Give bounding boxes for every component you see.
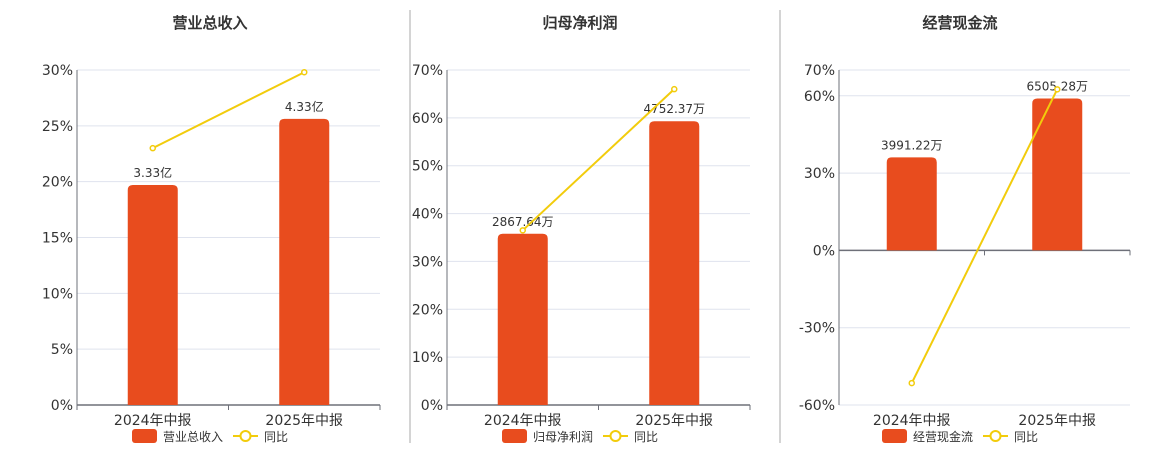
x-category-label: 2024年中报 bbox=[873, 413, 951, 429]
chart-2: 归母净利润 0% 10% 20% 30% 40% 50% 60% 70% 2867.64万 2024… bbox=[412, 14, 751, 444]
y-tick-label: 15% bbox=[42, 231, 73, 247]
legend-line-marker bbox=[989, 430, 1002, 442]
chart-title: 营业总收入 bbox=[172, 14, 247, 32]
legend-bar-swatch bbox=[132, 429, 157, 443]
y-tick-label: 70% bbox=[804, 63, 835, 79]
bar-data-label: 3991.22万 bbox=[881, 138, 943, 152]
chart-3: 经营现金流-60%-30%0%30%60%70%3991.22万2024年中报6… bbox=[799, 14, 1131, 444]
y-tick-label: -60% bbox=[799, 398, 835, 414]
bar bbox=[279, 118, 330, 406]
bar bbox=[886, 157, 937, 251]
y-tick-label: 60% bbox=[804, 89, 835, 105]
legend-bar-label: 营业总收入 bbox=[163, 430, 223, 444]
y-tick-label: 25% bbox=[42, 119, 73, 135]
y-tick-label: 20% bbox=[42, 175, 73, 191]
yoy-line bbox=[522, 88, 675, 232]
x-category-label: 2024年中报 bbox=[484, 413, 562, 429]
y-tick-label: 5% bbox=[51, 342, 73, 358]
y-tick-label: 0% bbox=[421, 398, 443, 414]
x-category-label: 2025年中报 bbox=[635, 413, 713, 429]
yoy-point bbox=[671, 85, 678, 93]
y-tick-label: 10% bbox=[412, 350, 443, 366]
y-tick-label: 60% bbox=[412, 111, 443, 127]
legend-bar-swatch bbox=[882, 429, 907, 443]
x-category-label: 2025年中报 bbox=[265, 413, 343, 429]
y-tick-label: 0% bbox=[813, 243, 835, 259]
legend-line-marker bbox=[609, 430, 622, 442]
x-category-label: 2024年中报 bbox=[114, 413, 192, 429]
y-tick-label: 30% bbox=[804, 166, 835, 182]
yoy-point bbox=[301, 68, 308, 76]
bar-data-label: 2867.64万 bbox=[492, 215, 554, 229]
bar bbox=[649, 121, 700, 406]
legend-line-marker bbox=[239, 430, 252, 442]
bar bbox=[497, 233, 548, 405]
bar-data-label: 3.33亿 bbox=[133, 165, 172, 180]
y-tick-label: 40% bbox=[412, 207, 443, 223]
y-tick-label: 0% bbox=[51, 398, 73, 414]
legend-line-label: 同比 bbox=[264, 430, 288, 444]
chart-1: 营业总收入 0% 5% 10% 15% 20% 25% 30% 3.33亿 2024年中报 4.33… bbox=[42, 14, 381, 444]
bar-data-label: 4752.37万 bbox=[643, 102, 705, 116]
chart-title: 归母净利润 bbox=[542, 14, 617, 32]
y-tick-label: 50% bbox=[412, 159, 443, 175]
yoy-point bbox=[149, 144, 156, 152]
bar bbox=[1032, 98, 1083, 251]
y-tick-label: 20% bbox=[412, 302, 443, 318]
y-tick-label: -30% bbox=[799, 321, 835, 337]
bar-data-label: 4.33亿 bbox=[285, 99, 324, 114]
legend-bar-swatch bbox=[502, 429, 527, 443]
y-tick-label: 10% bbox=[42, 286, 73, 302]
yoy-line bbox=[152, 71, 305, 150]
bar bbox=[127, 184, 178, 405]
y-tick-label: 30% bbox=[42, 63, 73, 79]
yoy-point bbox=[519, 227, 526, 234]
chart-title: 经营现金流 bbox=[922, 14, 997, 32]
yoy-line bbox=[910, 88, 1059, 384]
legend-line-label: 同比 bbox=[1014, 430, 1038, 444]
legend-line-label: 同比 bbox=[634, 430, 658, 444]
y-tick-label: 30% bbox=[412, 254, 443, 270]
yoy-point bbox=[1054, 86, 1061, 93]
y-tick-label: 70% bbox=[412, 63, 443, 79]
x-category-label: 2025年中报 bbox=[1018, 413, 1096, 429]
yoy-point bbox=[908, 379, 915, 387]
legend-bar-label: 归母净利润 bbox=[533, 430, 593, 444]
legend-bar-label: 经营现金流 bbox=[913, 429, 973, 444]
